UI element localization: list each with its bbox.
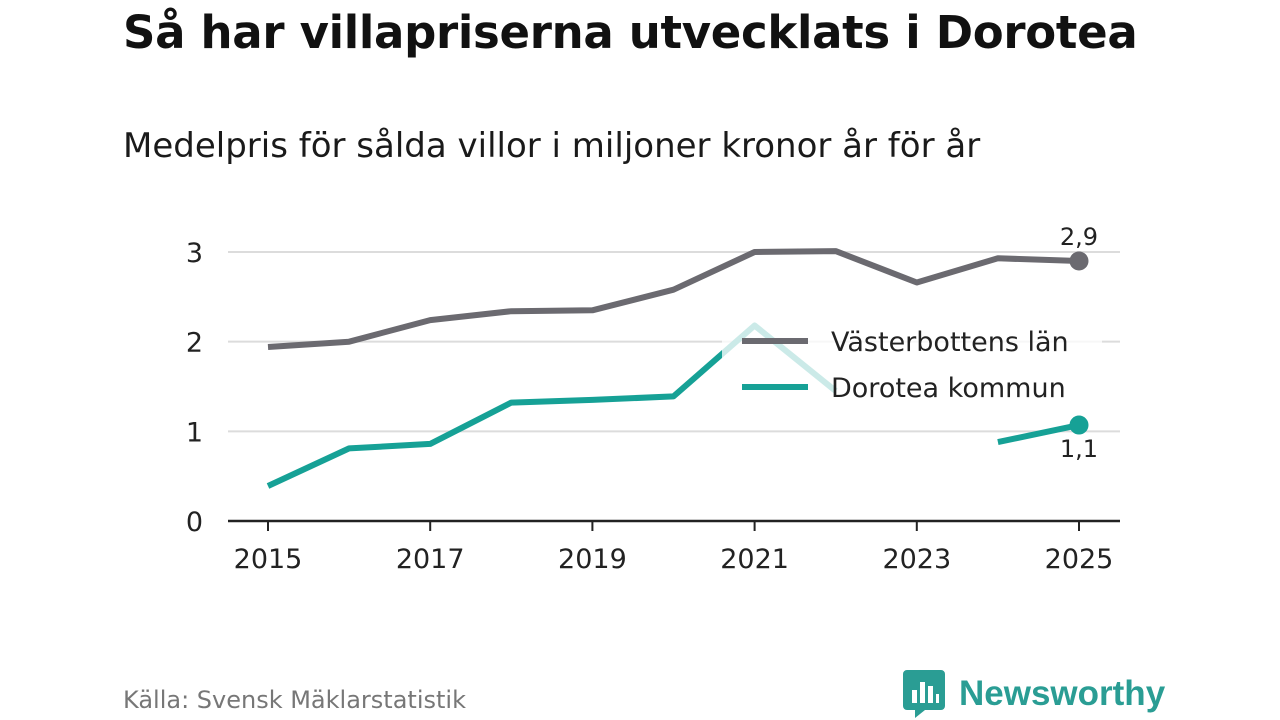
y-tick-label: 0 — [186, 507, 203, 538]
x-tick-label: 2025 — [1045, 544, 1114, 575]
x-tick-label: 2021 — [720, 544, 789, 575]
brand-name: Newsworthy — [959, 674, 1166, 713]
end-value-label: 2,9 — [1060, 223, 1098, 251]
legend: Västerbottens län Dorotea kommun — [722, 317, 1102, 417]
chart-title: Så har villapriserna utvecklats i Dorote… — [123, 6, 1138, 59]
x-tick-label: 2023 — [882, 544, 951, 575]
newsworthy-logo-icon — [903, 670, 945, 718]
series-line-dorotea-kommun-segment-1 — [997, 422, 1080, 446]
x-tick-label: 2017 — [396, 544, 465, 575]
source-note: Källa: Svensk Mäklarstatistik — [123, 686, 466, 714]
line-chart: 0 1 2 3 2015 2017 2019 2021 2023 2025 Västerbotte… — [186, 223, 1120, 575]
brand-logo: Newsworthy — [903, 670, 1165, 718]
end-point-marker — [1069, 251, 1089, 271]
series-line-vasterbottens-lan-segment-0 — [267, 248, 1080, 350]
chart-subtitle: Medelpris för sålda villor i miljoner kr… — [123, 126, 981, 166]
end-point-marker — [1069, 415, 1089, 435]
y-tick-label: 2 — [186, 328, 203, 359]
data-labels: 2,9 1,1 — [1060, 223, 1098, 463]
y-tick-label: 1 — [186, 417, 203, 448]
end-value-label: 1,1 — [1060, 435, 1098, 463]
y-tick-label: 3 — [186, 238, 203, 269]
x-tick-label: 2019 — [558, 544, 627, 575]
x-tick-label: 2015 — [234, 544, 303, 575]
legend-label: Dorotea kommun — [831, 373, 1066, 404]
axes: 0 1 2 3 2015 2017 2019 2021 2023 2025 — [186, 238, 1120, 575]
legend-background — [722, 317, 1102, 417]
legend-label: Västerbottens län — [831, 327, 1069, 358]
